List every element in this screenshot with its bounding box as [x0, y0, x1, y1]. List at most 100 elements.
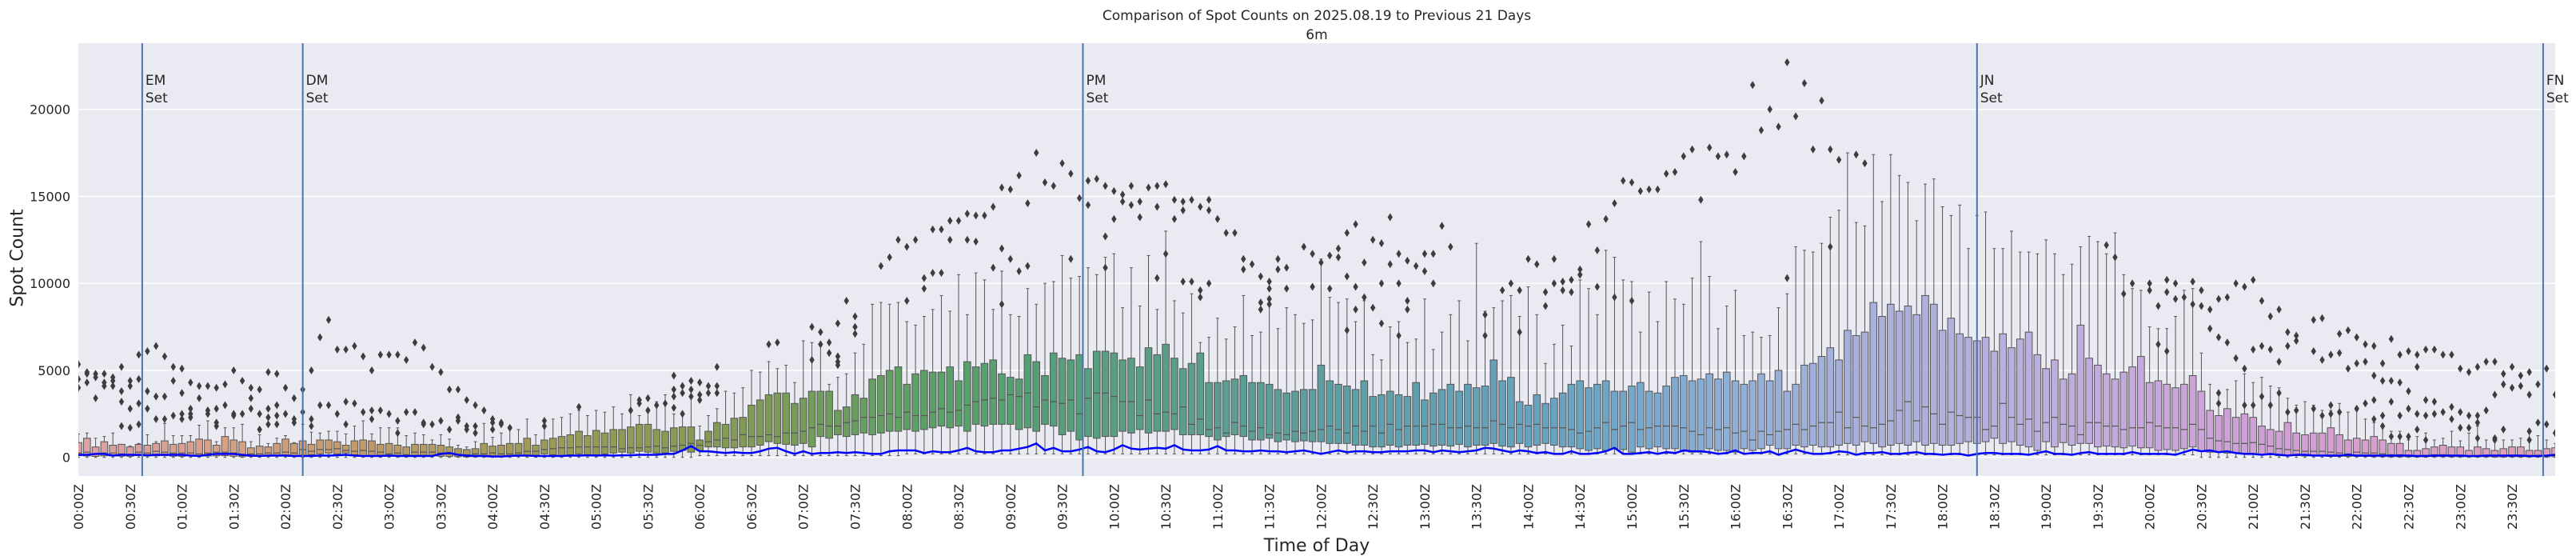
box	[523, 438, 532, 456]
outlier-marker	[248, 383, 254, 392]
box	[1515, 401, 1524, 444]
box	[807, 390, 816, 448]
box-group	[1524, 286, 1533, 454]
box	[281, 438, 289, 457]
box	[592, 430, 600, 455]
box	[1481, 386, 1489, 446]
outlier-marker	[2544, 364, 2550, 373]
outlier-marker	[688, 392, 694, 401]
chart-title: Comparison of Spot Counts on 2025.08.19 …	[1102, 8, 1532, 24]
box	[1110, 352, 1119, 438]
box	[2275, 430, 2283, 457]
box-group	[920, 316, 928, 454]
outlier-marker	[2415, 350, 2420, 359]
box	[1999, 333, 2007, 444]
x-tick-label: 13:00Z	[1418, 484, 1433, 530]
box	[2137, 356, 2145, 449]
box-group	[411, 432, 419, 458]
outlier-marker	[1569, 288, 1574, 297]
box	[652, 429, 661, 454]
outlier-marker	[2242, 401, 2247, 410]
outlier-marker	[2224, 338, 2231, 347]
x-tick-label: 00:30Z	[123, 484, 138, 530]
outlier-marker	[2285, 328, 2291, 337]
outlier-marker	[118, 387, 125, 396]
outlier-marker	[1585, 220, 1592, 229]
box-group	[816, 346, 825, 457]
outlier-marker	[282, 383, 289, 392]
outlier-marker	[127, 423, 133, 432]
outlier-marker	[2371, 371, 2377, 380]
outlier-marker	[680, 410, 685, 418]
outlier-marker	[1422, 250, 1428, 258]
outlier-marker	[1007, 185, 1013, 194]
box	[773, 392, 782, 444]
box	[834, 410, 842, 435]
outlier-marker	[2199, 286, 2204, 294]
box-group	[903, 321, 911, 454]
box-group	[971, 272, 980, 454]
outlier-marker	[2250, 401, 2256, 410]
box-group	[1162, 230, 1170, 454]
box	[928, 371, 937, 429]
outlier-marker	[2250, 345, 2256, 354]
box	[221, 436, 229, 457]
outlier-marker	[1180, 206, 1186, 214]
x-tick-label: 07:30Z	[847, 484, 863, 530]
box-group	[1412, 338, 1420, 454]
outlier-marker	[2379, 377, 2386, 386]
box-group	[1800, 250, 1808, 454]
box	[2266, 429, 2275, 455]
x-tick-label: 03:00Z	[382, 484, 397, 530]
outlier-marker	[2431, 410, 2438, 418]
box	[1092, 350, 1101, 439]
outlier-marker	[2172, 279, 2179, 288]
box	[2024, 331, 2033, 448]
outlier-marker	[1344, 229, 1350, 238]
x-tick-label: 20:00Z	[2143, 484, 2158, 530]
outlier-marker	[1637, 186, 1643, 195]
box-group	[1291, 314, 1299, 454]
box	[2068, 373, 2076, 446]
outlier-marker	[2328, 410, 2334, 418]
outlier-marker	[696, 395, 703, 404]
box	[428, 443, 437, 457]
box	[1558, 392, 1567, 448]
box-group	[1852, 222, 1860, 455]
outlier-marker	[714, 382, 720, 390]
box-group	[1904, 182, 1912, 455]
outlier-marker	[1318, 258, 1324, 267]
outlier-marker	[1275, 265, 1281, 274]
box-group	[998, 270, 1006, 454]
box	[1964, 337, 1972, 442]
outlier-marker	[170, 411, 176, 420]
x-tick-label: 06:00Z	[692, 484, 708, 530]
box	[1438, 389, 1446, 446]
outlier-marker	[1378, 239, 1385, 248]
box-group	[1378, 359, 1386, 454]
outlier-marker	[1198, 286, 1203, 294]
box-group	[928, 309, 937, 454]
x-tick-label: 14:30Z	[1573, 484, 1588, 530]
outlier-marker	[1189, 195, 1194, 204]
outlier-marker	[1119, 190, 1126, 199]
box-group	[1403, 342, 1412, 454]
outlier-marker	[507, 423, 512, 432]
box	[1731, 380, 1740, 453]
box-group	[1869, 154, 1878, 455]
outlier-marker	[818, 340, 823, 349]
outlier-marker	[714, 362, 720, 371]
box-group	[1334, 302, 1342, 454]
outlier-marker	[403, 355, 409, 364]
box	[1205, 382, 1213, 438]
chart-subtitle: 6m	[1306, 27, 1328, 43]
outlier-marker	[395, 350, 401, 359]
outlier-marker	[421, 420, 426, 429]
outlier-marker	[2199, 302, 2204, 310]
box-group	[2094, 241, 2102, 455]
outlier-marker	[1103, 232, 1108, 241]
box	[2180, 383, 2188, 450]
outlier-marker	[403, 408, 409, 417]
box-group	[2361, 418, 2370, 458]
box	[1792, 383, 1800, 446]
